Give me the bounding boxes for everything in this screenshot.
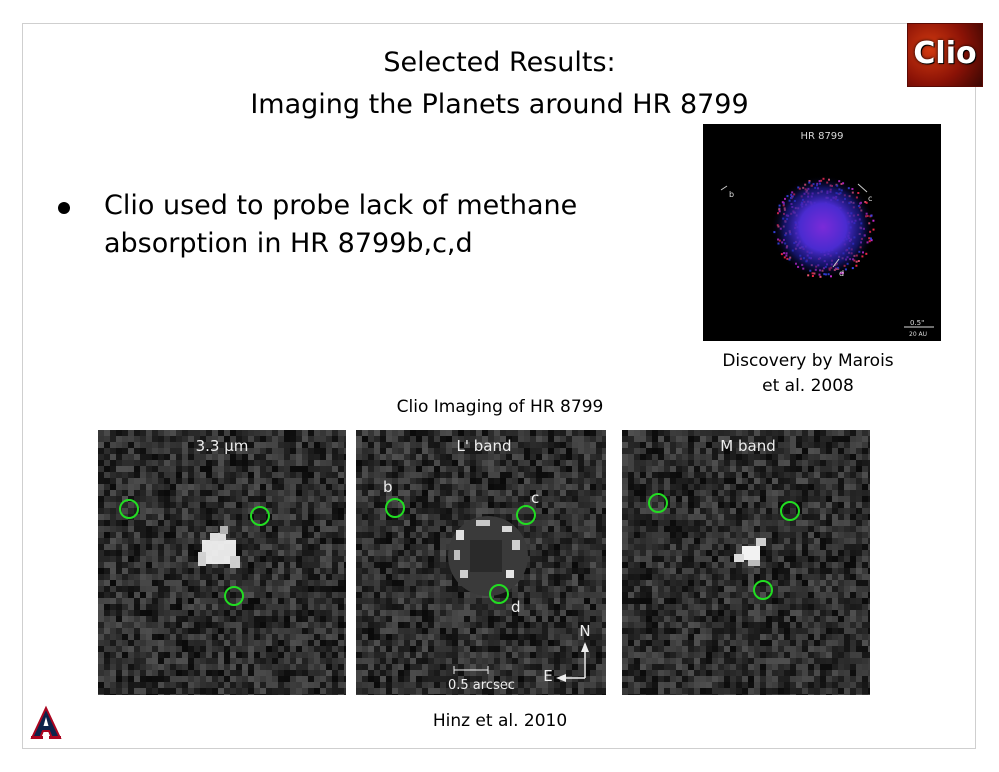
l-band-label-b: b xyxy=(383,478,393,496)
planet-circle-c xyxy=(250,506,270,526)
l-band-scale-label: 0.5 arcsec xyxy=(448,678,515,693)
credit-caption: Hinz et al. 2010 xyxy=(432,711,568,731)
planet-circle-b xyxy=(119,499,139,519)
planet-circle-d xyxy=(753,580,773,600)
bullet-dot-icon xyxy=(58,202,70,214)
east-label: E xyxy=(543,667,552,685)
panel-3-3-micron-svg: 3.3 μm xyxy=(98,430,346,695)
discovery-scale-top: 0.5" xyxy=(910,319,924,327)
discovery-caption-line2: et al. 2008 xyxy=(762,376,854,396)
discovery-scale-bottom: 20 AU xyxy=(909,331,927,338)
bullet-text: Clio used to probe lack of methane absor… xyxy=(104,190,578,259)
l-band-label-d: d xyxy=(511,598,521,616)
panel-m-band: M band xyxy=(622,430,870,695)
panel-m-band-label: M band xyxy=(720,437,775,455)
panel-3-3-micron-label: 3.3 μm xyxy=(196,437,249,455)
university-logo-icon xyxy=(30,705,62,739)
north-label: N xyxy=(579,622,590,640)
l-band-label-c: c xyxy=(531,489,539,507)
discovery-image-svg: HR 8799 b c d 0.5" 20 AU xyxy=(703,124,941,341)
clio-logo-text: Clio xyxy=(913,36,977,71)
planet-circle-c xyxy=(780,501,800,521)
discovery-caption-line1: Discovery by Marois xyxy=(722,351,894,371)
planet-circle-b xyxy=(648,493,668,513)
clio-imaging-caption: Clio Imaging of HR 8799 xyxy=(396,397,604,417)
panel-l-band: L' band b c d 0.5 arcsec N E xyxy=(356,430,606,695)
planet-circle-c xyxy=(516,505,536,525)
planet-circle-b xyxy=(385,498,405,518)
discovery-title: HR 8799 xyxy=(800,131,843,142)
clio-logo: Clio xyxy=(907,23,983,87)
panel-3-3-micron: 3.3 μm xyxy=(98,430,346,695)
slide-title-line1: Selected Results: xyxy=(383,47,616,78)
planet-circle-d xyxy=(489,584,509,604)
panel-m-band-svg: M band xyxy=(622,430,870,695)
discovery-image: HR 8799 b c d 0.5" 20 AU xyxy=(703,124,941,341)
panel-l-band-label: L' band xyxy=(457,437,512,455)
slide-title-line2: Imaging the Planets around HR 8799 xyxy=(250,89,749,120)
discovery-label-d: d xyxy=(839,269,844,278)
planet-circle-d xyxy=(224,586,244,606)
panel-l-band-svg: L' band b c d 0.5 arcsec N E xyxy=(356,430,606,695)
discovery-label-c: c xyxy=(868,194,872,203)
discovery-label-b: b xyxy=(729,190,734,199)
